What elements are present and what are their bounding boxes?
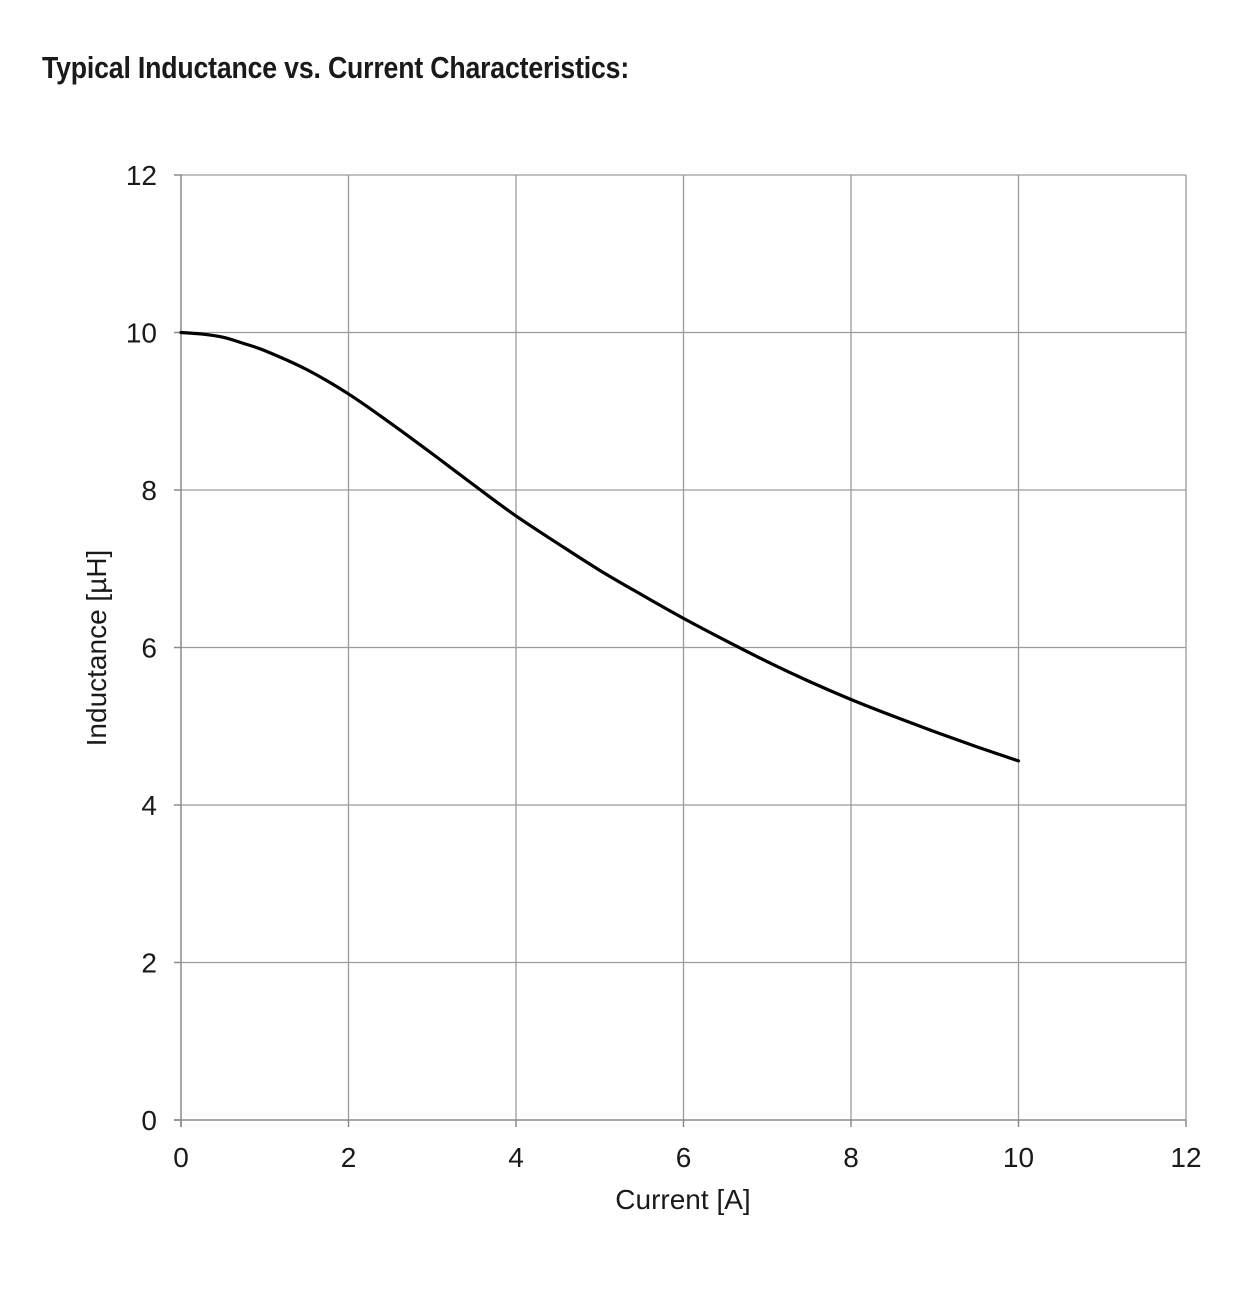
y-axis-title: Inductance [µH] <box>81 550 112 747</box>
x-tick-label-2: 4 <box>508 1142 524 1173</box>
y-tick-label-2: 4 <box>141 790 157 821</box>
x-tick-label-0: 0 <box>173 1142 189 1173</box>
x-axis-title: Current [A] <box>615 1184 750 1215</box>
y-tick-label-0: 0 <box>141 1105 157 1136</box>
grid-lines <box>181 174 1187 1120</box>
x-tick-label-3: 6 <box>676 1142 692 1173</box>
page-title: Typical Inductance vs. Current Character… <box>42 50 630 85</box>
y-tick-label-3: 6 <box>141 633 157 664</box>
x-tick-labels: 0 2 4 6 8 10 12 <box>173 1142 1201 1173</box>
x-tick-label-1: 2 <box>341 1142 357 1173</box>
x-tick-label-4: 8 <box>843 1142 859 1173</box>
x-tick-label-5: 10 <box>1003 1142 1034 1173</box>
y-tick-label-5: 10 <box>126 318 157 349</box>
y-tick-labels: 0 2 4 6 8 10 12 <box>126 160 157 1136</box>
y-tick-label-1: 2 <box>141 948 157 979</box>
data-series <box>179 330 1021 763</box>
x-tick-label-6: 12 <box>1170 1142 1201 1173</box>
y-tick-label-4: 8 <box>141 475 157 506</box>
y-tick-label-6: 12 <box>126 160 157 191</box>
series-line-0 <box>179 330 1021 763</box>
